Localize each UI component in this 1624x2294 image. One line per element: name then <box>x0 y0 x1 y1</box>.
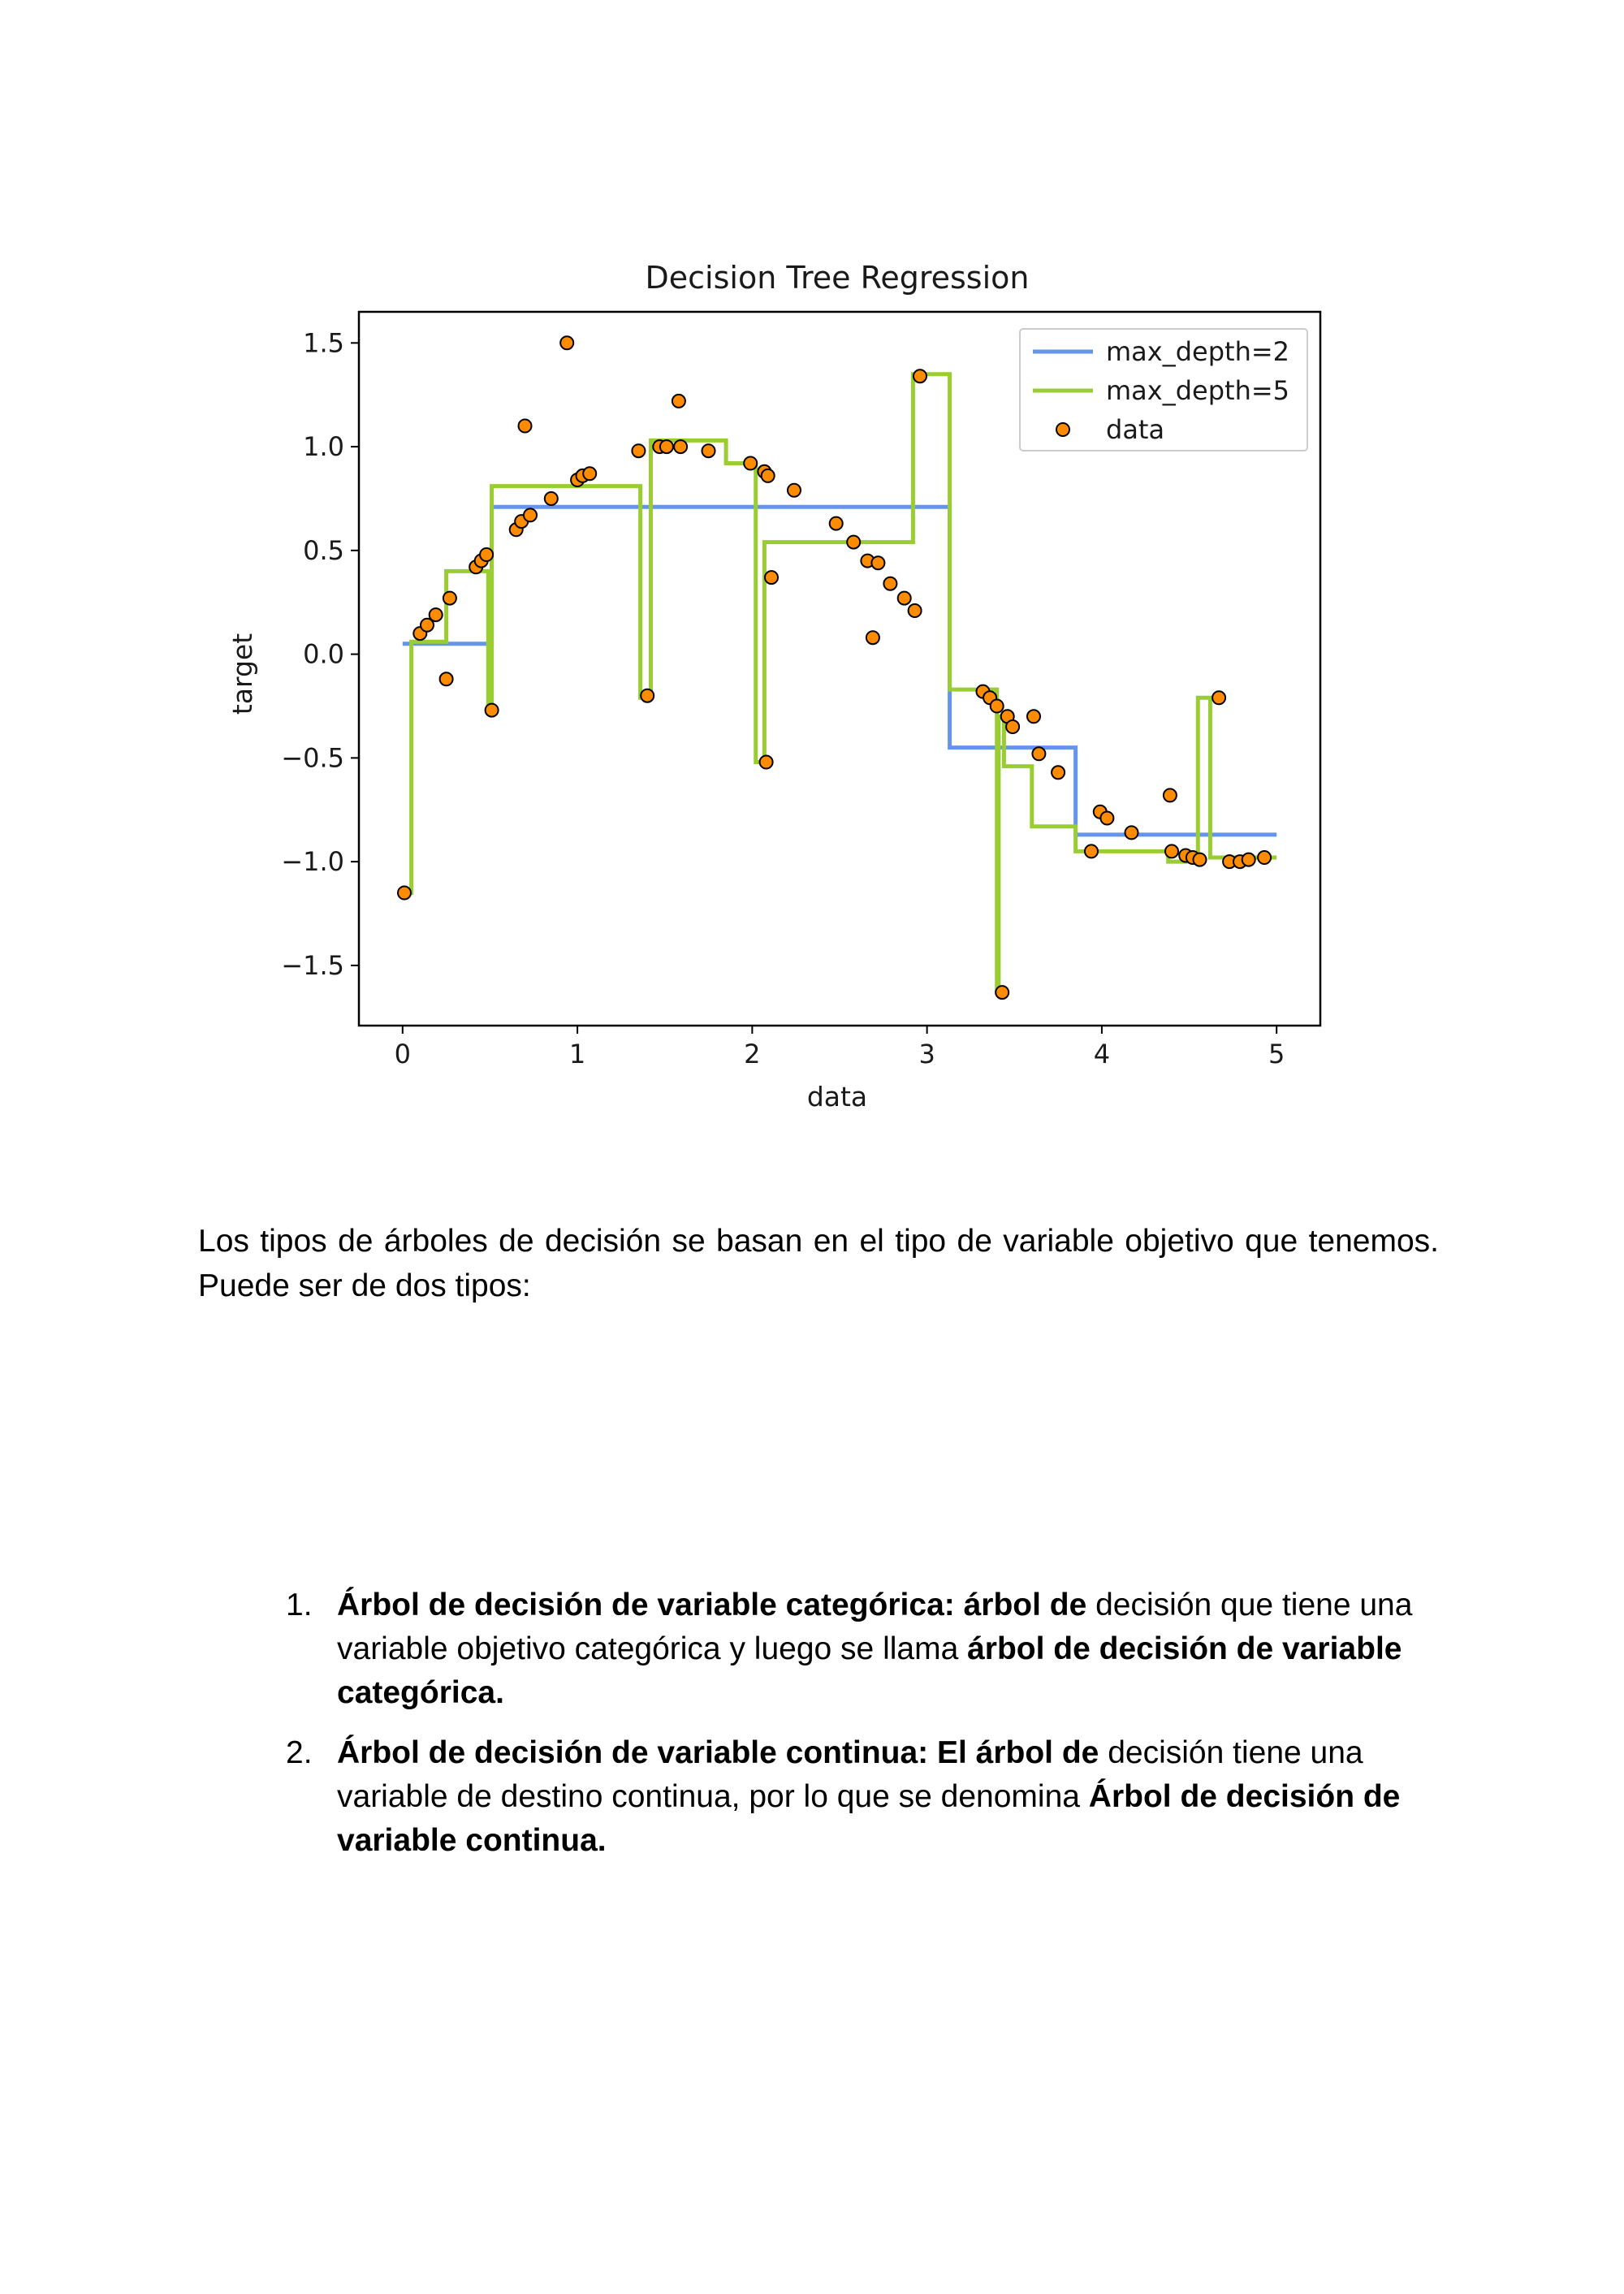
legend-label-max-depth-2: max_depth=2 <box>1106 336 1289 367</box>
data-point <box>673 439 689 455</box>
x-axis-label: data <box>807 1081 867 1112</box>
data-point <box>671 393 686 408</box>
y-tick-label: −1.0 <box>281 846 344 877</box>
list-number: 2. <box>286 1735 313 1770</box>
legend-swatch-data <box>1056 422 1070 437</box>
data-point <box>1164 844 1179 859</box>
data-point <box>1099 810 1115 826</box>
data-point <box>1084 844 1099 859</box>
series-line-max-depth-2 <box>402 504 1277 837</box>
data-point <box>1162 788 1177 803</box>
data-point <box>743 456 758 471</box>
x-tick-label: 4 <box>1094 1039 1110 1069</box>
data-point <box>1241 852 1256 867</box>
data-point <box>883 576 898 591</box>
data-point <box>582 466 598 482</box>
list-bold-lead: Árbol de decisión de variable categórica… <box>337 1588 1087 1622</box>
plot-frame <box>357 310 1322 1027</box>
legend-label-data: data <box>1106 414 1164 445</box>
tree-types-list: 1. Árbol de decisión de variable categóri… <box>276 1583 1439 1879</box>
data-point <box>1031 746 1047 762</box>
data-point <box>484 702 499 718</box>
data-point <box>1051 765 1066 780</box>
data-point <box>828 516 844 531</box>
list-item: 2. Árbol de decisión de variable continua… <box>276 1731 1439 1863</box>
data-point <box>1192 852 1207 867</box>
data-point <box>517 418 533 434</box>
data-point <box>865 630 880 646</box>
data-point <box>1212 690 1227 706</box>
chart-legend: max_depth=2 max_depth=5 data <box>1019 328 1308 451</box>
data-point <box>438 672 454 687</box>
x-tick-label: 3 <box>918 1039 935 1069</box>
series-line-max-depth-5 <box>402 372 1277 995</box>
x-tick-label: 1 <box>569 1039 585 1069</box>
data-point <box>1026 709 1041 724</box>
body-paragraph: Los tipos de árboles de decisión se basa… <box>198 1224 1439 1303</box>
data-point <box>907 603 922 618</box>
data-point <box>631 443 646 459</box>
list-bold-lead: Árbol de decisión de variable continua: … <box>337 1735 1099 1770</box>
legend-frame <box>1019 328 1308 451</box>
data-point <box>989 698 1004 714</box>
data-point <box>1124 825 1139 840</box>
x-tick-label: 2 <box>744 1039 760 1069</box>
y-tick-label: −0.5 <box>281 742 344 773</box>
decision-tree-figure: Decision Tree Regression data target 0 1 2… <box>219 260 1340 1137</box>
y-tick-label: −1.5 <box>281 950 344 981</box>
data-point <box>764 570 779 585</box>
y-tick-label: 0.0 <box>303 639 344 670</box>
y-axis-label: target <box>227 633 258 715</box>
data-point <box>397 885 412 901</box>
data-point <box>420 617 434 633</box>
data-point <box>479 547 495 562</box>
list-text: decisión que tiene una variable objetivo… <box>337 1588 1413 1666</box>
data-point <box>543 491 559 506</box>
data-point <box>659 439 674 455</box>
data-point <box>913 369 927 384</box>
data-point <box>701 443 716 459</box>
list-item: 1. Árbol de decisión de variable categóri… <box>276 1583 1439 1715</box>
list-text: decisión tiene una variable de destino c… <box>337 1735 1363 1814</box>
data-point <box>428 607 443 623</box>
data-point <box>787 482 801 498</box>
data-point <box>896 590 912 606</box>
data-point <box>1257 850 1272 865</box>
data-point <box>559 335 575 351</box>
data-point <box>870 555 886 571</box>
chart-title: Decision Tree Regression <box>646 260 1030 296</box>
list-bold-term: Árbol de decisión de variable continua. <box>337 1779 1401 1858</box>
x-tick-label: 0 <box>395 1039 411 1069</box>
data-point <box>1005 719 1021 734</box>
data-point <box>760 468 775 483</box>
data-point <box>442 590 457 606</box>
legend-label-max-depth-5: max_depth=5 <box>1106 375 1289 406</box>
y-tick-label: 1.5 <box>303 327 344 358</box>
decision-tree-chart: Decision Tree Regression data target 0 1 2… <box>227 260 1322 1112</box>
y-tick-label: 1.0 <box>303 431 344 462</box>
x-tick-label: 5 <box>1268 1039 1285 1069</box>
data-point <box>758 754 774 770</box>
data-point <box>995 985 1010 1000</box>
list-number: 1. <box>286 1588 313 1622</box>
data-point <box>640 688 655 703</box>
y-tick-label: 0.5 <box>303 535 344 566</box>
data-point <box>523 508 538 523</box>
list-bold-term: árbol de decisión de variable categórica… <box>337 1631 1402 1710</box>
data-point <box>846 534 862 550</box>
